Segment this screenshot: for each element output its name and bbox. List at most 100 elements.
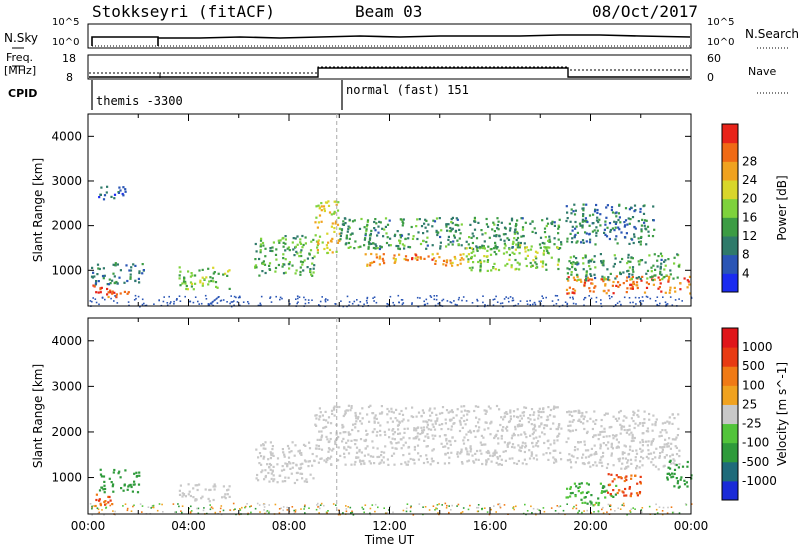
echo-cell: [385, 241, 389, 245]
echo-cell: [652, 414, 655, 417]
echo-cell: [617, 457, 620, 461]
echo-cell: [374, 414, 377, 417]
echo-cell: [484, 232, 487, 235]
scatter-cell: [210, 506, 213, 508]
echo-cell: [306, 257, 309, 260]
echo-cell: [588, 214, 592, 217]
scatter-cell: [214, 299, 216, 301]
echo-cell: [632, 270, 635, 273]
scatter-cell: [503, 298, 506, 300]
scatter-cell: [116, 302, 119, 304]
echo-cell: [587, 279, 590, 282]
echo-cell: [514, 225, 517, 228]
echo-cell: [619, 432, 622, 435]
echo-cell: [661, 446, 664, 449]
echo-cell: [521, 441, 524, 444]
echo-cell: [124, 190, 127, 193]
echo-cell: [414, 437, 417, 440]
echo-cell: [201, 284, 204, 287]
scatter-cell: [529, 304, 532, 306]
scatter-cell: [444, 502, 447, 505]
echo-cell: [595, 231, 598, 234]
echo-cell: [187, 493, 190, 496]
scatter-cell: [233, 509, 235, 511]
echo-cell: [422, 232, 425, 235]
echo-cell: [372, 446, 375, 449]
echo-cell: [647, 449, 650, 452]
scatter-cell: [535, 513, 537, 516]
echo-cell: [413, 462, 416, 465]
echo-cell: [316, 251, 319, 254]
echo-cell: [543, 227, 547, 230]
echo-cell: [481, 247, 485, 250]
echo-cell: [479, 441, 482, 444]
echo-cell: [459, 262, 462, 265]
echo-cell: [663, 445, 666, 449]
scatter-cell: [173, 300, 175, 303]
echo-cell: [566, 211, 569, 214]
echo-cell: [438, 217, 441, 220]
echo-cell: [639, 277, 642, 280]
echo-cell: [129, 273, 132, 276]
scatter-cell: [551, 300, 554, 302]
scatter-cell: [174, 511, 176, 513]
echo-cell: [329, 437, 332, 441]
echo-cell: [595, 452, 598, 455]
echo-cell: [675, 446, 678, 449]
echo-cell: [469, 448, 473, 451]
echo-cell: [601, 275, 604, 278]
echo-cell: [617, 226, 620, 229]
echo-cell: [517, 241, 520, 244]
echo-cell: [460, 417, 463, 420]
scatter-cell: [375, 301, 378, 304]
echo-cell: [327, 200, 330, 203]
echo-cell: [588, 224, 591, 227]
echo-cell: [595, 501, 598, 504]
echo-cell: [477, 421, 480, 424]
echo-cell: [259, 251, 262, 254]
echo-cell: [677, 413, 680, 416]
echo-cell: [401, 220, 404, 223]
echo-cell: [295, 463, 298, 466]
freq-label: Freq.: [6, 51, 34, 64]
echo-cell: [397, 441, 400, 444]
echo-cell: [397, 428, 400, 431]
echo-cell: [470, 247, 474, 250]
echo-cell: [606, 268, 609, 271]
echo-cell: [549, 452, 552, 455]
echo-cell: [107, 295, 110, 299]
echo-cell: [316, 244, 319, 247]
echo-cell: [328, 211, 332, 214]
echo-cell: [671, 472, 674, 475]
echo-cell: [335, 200, 338, 203]
scatter-cell: [220, 299, 223, 302]
echo-cell: [337, 239, 340, 242]
colorbar-swatch: [722, 347, 738, 367]
scatter-cell: [91, 514, 93, 516]
echo-cell: [187, 270, 190, 273]
echo-cell: [424, 218, 427, 221]
echo-cell: [450, 218, 453, 221]
echo-cell: [532, 437, 535, 440]
scatter-cell: [674, 299, 677, 301]
echo-cell: [581, 226, 584, 229]
echo-cell: [341, 426, 344, 429]
echo-cell: [363, 454, 366, 457]
echo-cell: [320, 205, 323, 208]
scatter-cell: [316, 504, 318, 506]
echo-cell: [556, 428, 559, 431]
echo-cell: [622, 271, 625, 274]
echo-cell: [460, 410, 463, 413]
echo-cell: [533, 423, 536, 426]
echo-cell: [496, 224, 499, 227]
scatter-cell: [92, 505, 94, 507]
echo-cell: [545, 424, 549, 427]
echo-cell: [435, 217, 439, 220]
scatter-cell: [357, 304, 360, 306]
echo-cell: [608, 426, 611, 429]
echo-cell: [271, 448, 274, 451]
echo-cell: [595, 226, 598, 229]
echo-cell: [612, 265, 615, 268]
echo-cell: [269, 451, 272, 454]
echo-cell: [660, 273, 663, 276]
